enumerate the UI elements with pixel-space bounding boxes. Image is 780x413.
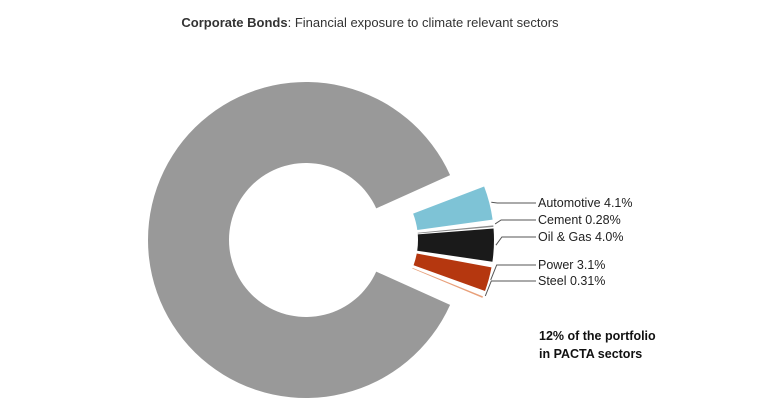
summary-line-1: 12% of the portfolio [539, 329, 656, 343]
slice-label-2: Oil & Gas 4.0% [538, 230, 623, 244]
chart-title-bold: Corporate Bonds [181, 15, 288, 30]
leader-line-4 [484, 280, 536, 297]
leader-lines [484, 201, 536, 297]
leader-line-0 [491, 201, 536, 204]
leader-line-3 [490, 264, 536, 281]
pie-slice-rest-of-portfolio [147, 82, 451, 399]
slice-label-3: Power 3.1% [538, 258, 605, 272]
pie-slices [147, 82, 495, 399]
pie-slice-1 [417, 225, 494, 234]
pie-slice-2 [417, 228, 495, 262]
pie-slice-3 [413, 253, 492, 292]
slice-label-1: Cement 0.28% [538, 213, 621, 227]
slice-labels: Automotive 4.1% Cement 0.28% Oil & Gas 4.0… [538, 196, 633, 288]
pie-slice-0 [413, 186, 493, 230]
summary-line-2: in PACTA sectors [539, 347, 643, 361]
slice-label-4: Steel 0.31% [538, 274, 605, 288]
slice-label-0: Automotive 4.1% [538, 196, 633, 210]
leader-line-2 [495, 236, 536, 246]
pie-slice-4 [412, 267, 483, 298]
leader-line-1 [494, 219, 536, 225]
chart-title-rest: : Financial exposure to climate relevant… [287, 15, 559, 30]
chart-title: Corporate Bonds: Financial exposure to c… [0, 15, 740, 30]
summary-annotation: 12% of the portfolio in PACTA sectors [539, 327, 656, 363]
